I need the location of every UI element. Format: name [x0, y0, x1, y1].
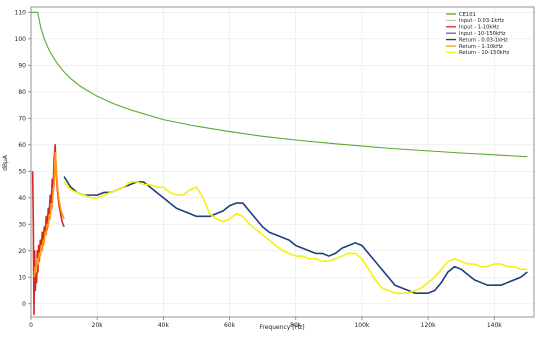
plot-frame — [30, 6, 535, 318]
y-axis-title: dBµA — [2, 154, 9, 171]
legend-entry: Return - 1-10kHz — [459, 44, 503, 50]
legend-entry: Input - 10-150kHz — [459, 31, 506, 37]
x-tick-label: 40k — [158, 322, 170, 329]
x-tick-label: 60k — [224, 322, 236, 329]
series-line-1 — [31, 11, 528, 158]
x-tick-label: 120k — [421, 322, 436, 329]
y-tick-label: 40 — [18, 195, 26, 202]
y-tick-label: 80 — [18, 89, 26, 96]
y-tick-label: 70 — [18, 115, 26, 122]
y-axis-ticks: 0 10 20 30 40 50 60 70 80 90 100 110 — [15, 9, 31, 308]
series-layer — [31, 11, 528, 316]
y-tick-label: 0 — [22, 301, 26, 308]
y-tick-label: 60 — [18, 142, 26, 149]
y-tick-label: 110 — [15, 9, 27, 16]
x-tick-label: 140k — [487, 322, 502, 329]
legend-entry: Input - 1-10kHz — [459, 25, 499, 31]
x-tick-label: 20k — [92, 322, 104, 329]
y-tick-label: 100 — [15, 36, 27, 43]
x-tick-label: 100k — [354, 322, 369, 329]
legend-entry: Return - 0.03-1kHz — [459, 37, 508, 43]
y-tick-label: 10 — [18, 274, 26, 281]
x-axis-ticks: 0 20k 40k 60k 80k 100k 120k 140k — [29, 317, 502, 329]
x-axis-title: Frequency [Hz] — [259, 324, 304, 331]
series-line-5 — [63, 176, 528, 294]
legend-entry: Return - 10-150kHz — [459, 50, 510, 56]
series-line-7 — [63, 181, 528, 294]
legend-entry: CE101 — [459, 12, 476, 18]
y-tick-label: 50 — [18, 168, 26, 175]
series-line-6 — [33, 151, 65, 278]
grid — [30, 7, 534, 317]
y-tick-label: 90 — [18, 62, 26, 69]
x-tick-label: 80k — [290, 322, 302, 329]
y-tick-label: 30 — [18, 221, 26, 228]
x-tick-label: 0 — [29, 322, 33, 329]
legend-entry: Input - 0.03-1kHz — [459, 18, 504, 24]
y-tick-label: 20 — [18, 248, 26, 255]
